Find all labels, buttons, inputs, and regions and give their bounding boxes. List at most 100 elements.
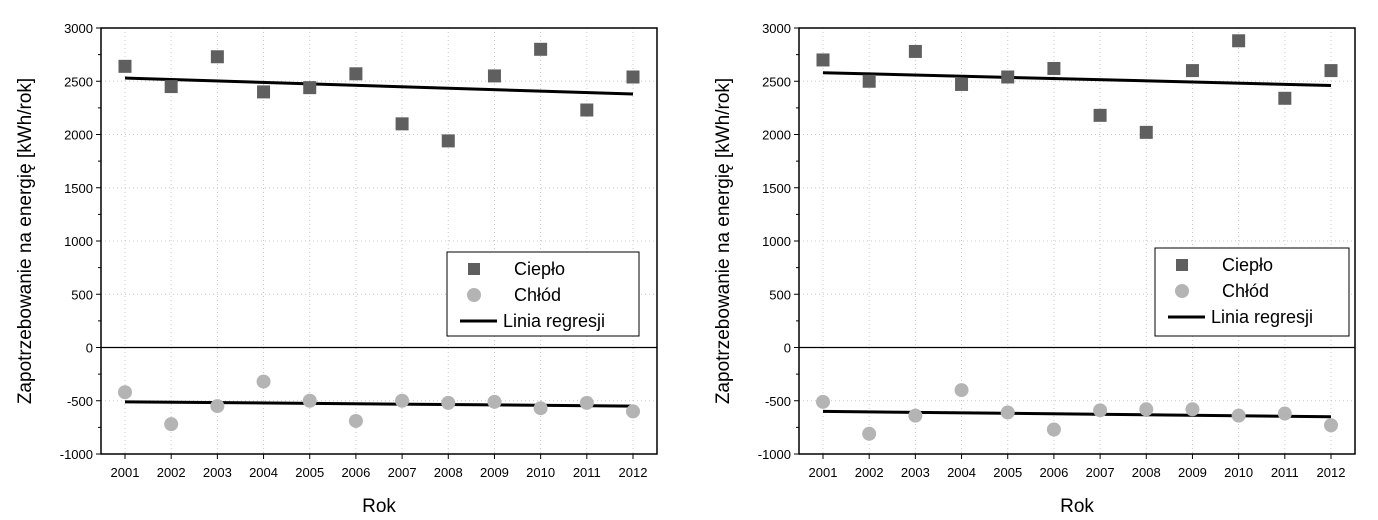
x-tick-label: 2006 bbox=[341, 465, 370, 480]
data-point-square bbox=[118, 59, 132, 73]
data-point-square bbox=[908, 44, 922, 58]
x-tick-label: 2005 bbox=[993, 465, 1022, 480]
x-tick-label: 2010 bbox=[526, 465, 555, 480]
y-tick-label: 1500 bbox=[762, 181, 791, 196]
data-point-circle bbox=[395, 393, 410, 408]
y-tick-label: 1500 bbox=[64, 181, 93, 196]
legend-label-heat: Ciepło bbox=[1222, 255, 1273, 275]
data-point-circle bbox=[1000, 405, 1015, 420]
chart-panel-2: -1000 -500 0 500 1000 1500 2000 2500 3000 2001 200… bbox=[713, 21, 1356, 517]
data-point-circle bbox=[210, 399, 225, 414]
data-point-square bbox=[1047, 61, 1061, 75]
y-tick-label: 3000 bbox=[762, 21, 791, 36]
data-point-circle bbox=[816, 394, 830, 409]
data-point-circle bbox=[626, 404, 640, 419]
data-point-square bbox=[164, 80, 178, 94]
data-point-circle bbox=[1324, 418, 1338, 433]
y-axis-title: Zapotrzebowanie na energię [kWh/rok] bbox=[15, 78, 36, 404]
data-point-square bbox=[487, 69, 501, 83]
data-point-square bbox=[626, 70, 640, 84]
legend-label-cold: Chłód bbox=[514, 285, 561, 305]
data-point-circle bbox=[164, 417, 179, 432]
y-tick-label: 2500 bbox=[762, 74, 791, 89]
data-point-circle bbox=[487, 394, 502, 409]
data-point-circle bbox=[1277, 406, 1292, 421]
y-tick-label: 2000 bbox=[762, 128, 791, 143]
data-point-circle bbox=[862, 426, 877, 441]
y-tick-label: 1000 bbox=[762, 234, 791, 249]
x-tick-label: 2010 bbox=[1224, 465, 1253, 480]
data-point-square bbox=[257, 85, 271, 99]
data-point-square bbox=[1278, 91, 1292, 105]
y-tick-label: -1000 bbox=[758, 447, 791, 462]
data-point-square bbox=[395, 117, 409, 131]
data-point-square bbox=[1001, 70, 1015, 84]
data-point-circle bbox=[533, 401, 548, 416]
y-tick-label: 2000 bbox=[64, 128, 93, 143]
data-point-circle bbox=[954, 383, 969, 398]
data-point-square bbox=[580, 103, 594, 117]
legend: Ciepło Chłód Linia regresji bbox=[1154, 247, 1350, 337]
data-point-square bbox=[1093, 108, 1107, 122]
y-tick-label: 0 bbox=[784, 341, 791, 356]
data-point-square bbox=[1324, 64, 1338, 78]
x-tick-label: 2008 bbox=[434, 465, 463, 480]
y-axis-title: Zapotrzebowanie na energię [kWh/rok] bbox=[713, 78, 734, 404]
y-tick-label: 500 bbox=[71, 287, 93, 302]
x-tick-label: 2011 bbox=[1271, 465, 1299, 480]
data-point-square bbox=[303, 81, 317, 95]
legend-label-regression: Linia regresji bbox=[1211, 307, 1313, 327]
x-tick-label: 2011 bbox=[573, 465, 601, 480]
x-tick-label: 2012 bbox=[619, 465, 648, 480]
regression-line bbox=[124, 76, 634, 96]
x-tick-label: 2001 bbox=[809, 465, 838, 480]
y-tick-label: 2500 bbox=[64, 74, 93, 89]
legend: Ciepło Chłód Linia regresji bbox=[446, 251, 640, 337]
regression-line bbox=[822, 71, 1332, 88]
x-tick-label: 2002 bbox=[855, 465, 884, 480]
legend-label-heat: Ciepło bbox=[514, 259, 565, 279]
data-point-square bbox=[349, 67, 363, 81]
y-tick-label: 0 bbox=[86, 341, 93, 356]
x-tick-label: 2004 bbox=[947, 465, 976, 480]
x-tick-label: 2008 bbox=[1132, 465, 1161, 480]
legend-marker-square bbox=[1176, 259, 1188, 271]
data-point-square bbox=[210, 50, 224, 64]
x-tick-label: 2004 bbox=[249, 465, 278, 480]
y-tick-label: 500 bbox=[769, 287, 791, 302]
y-tick-label: 3000 bbox=[64, 21, 93, 36]
x-tick-label: 2007 bbox=[1086, 465, 1115, 480]
x-tick-label: 2005 bbox=[295, 465, 324, 480]
legend-label-cold: Chłód bbox=[1222, 281, 1269, 301]
data-point-circle bbox=[579, 395, 594, 410]
x-tick-label: 2001 bbox=[111, 465, 140, 480]
y-tick-label: -500 bbox=[67, 394, 93, 409]
x-axis-title: Rok bbox=[1060, 496, 1094, 517]
data-point-circle bbox=[256, 374, 271, 389]
legend-marker-circle bbox=[1175, 284, 1189, 298]
data-point-circle bbox=[348, 413, 363, 428]
data-point-circle bbox=[302, 393, 317, 408]
data-point-circle bbox=[908, 408, 923, 423]
data-point-square bbox=[1139, 125, 1153, 139]
x-tick-label: 2007 bbox=[388, 465, 417, 480]
regression-line bbox=[124, 400, 634, 408]
y-tick-label: -1000 bbox=[60, 447, 93, 462]
y-tick-label: -500 bbox=[765, 394, 791, 409]
x-tick-label: 2012 bbox=[1317, 465, 1346, 480]
data-point-square bbox=[816, 53, 830, 67]
data-point-square bbox=[862, 74, 876, 88]
data-point-square bbox=[534, 42, 548, 56]
x-tick-label: 2009 bbox=[480, 465, 509, 480]
chart-panel-1: -1000 -500 0 500 1000 1500 2000 2500 3000 2001 200… bbox=[15, 21, 658, 517]
legend-label-regression: Linia regresji bbox=[503, 311, 605, 331]
x-axis-title: Rok bbox=[362, 496, 396, 517]
x-tick-label: 2003 bbox=[203, 465, 232, 480]
y-tick-label: 1000 bbox=[64, 234, 93, 249]
data-point-circle bbox=[1046, 422, 1061, 437]
data-point-square bbox=[441, 134, 455, 148]
data-point-square bbox=[1232, 34, 1246, 48]
legend-marker-square bbox=[468, 263, 480, 275]
